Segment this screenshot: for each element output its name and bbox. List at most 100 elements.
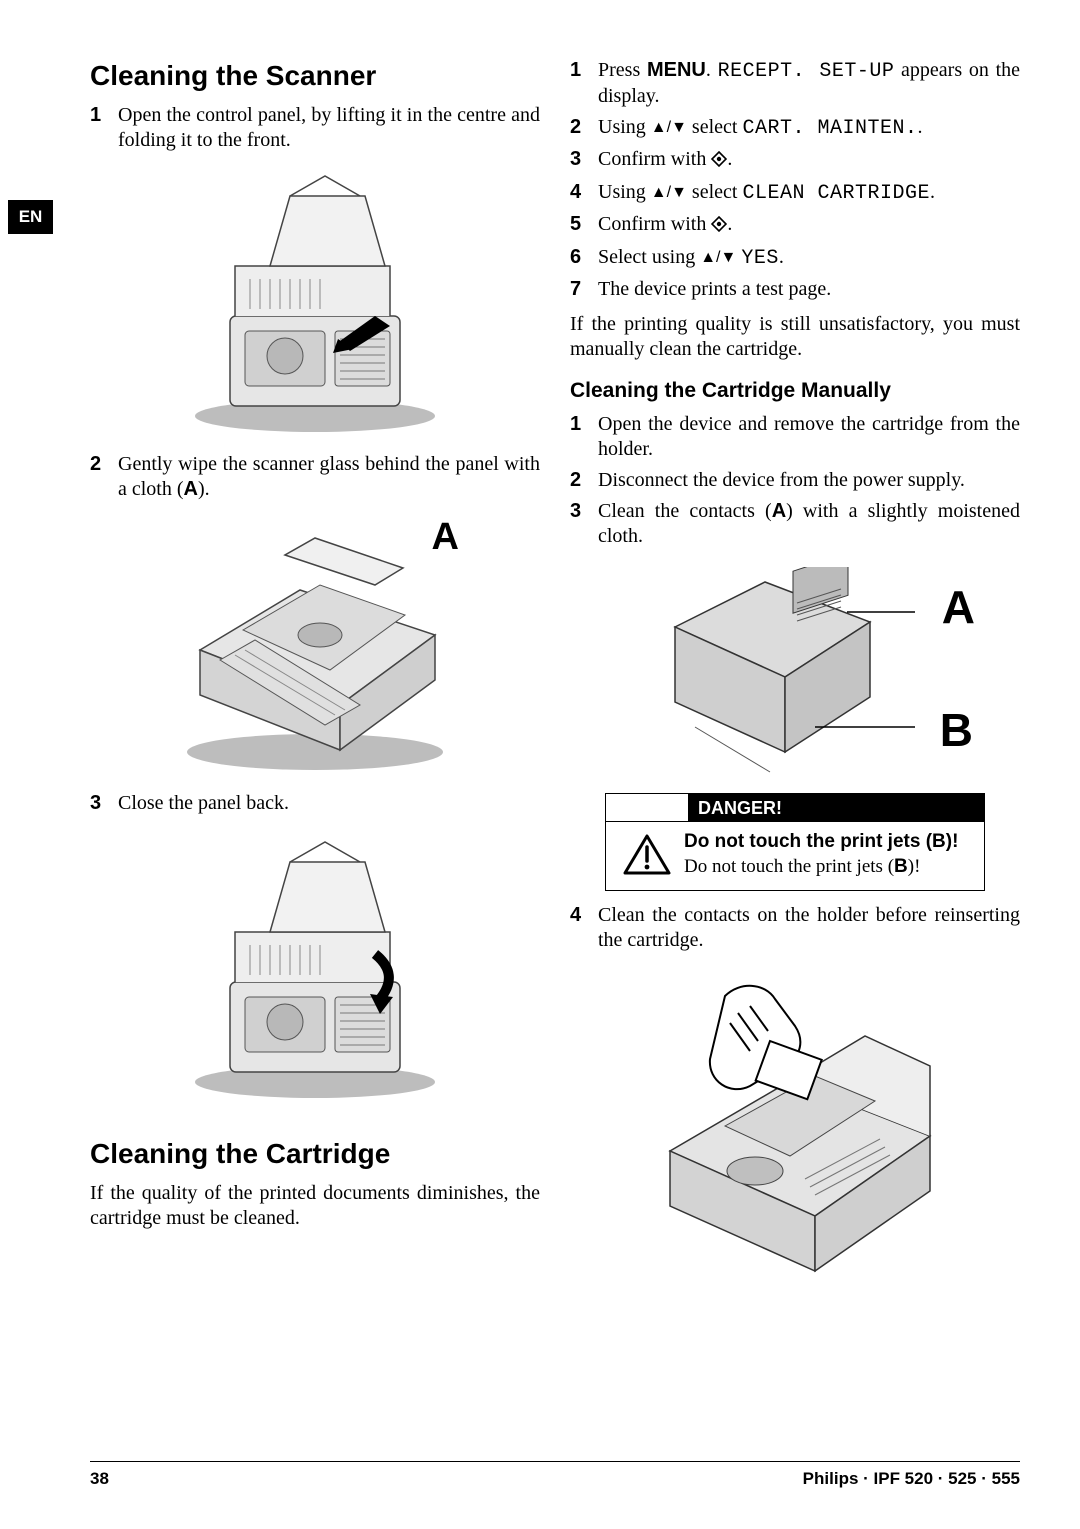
paragraph: If the printing quality is still unsatis… [570,312,1020,362]
figure-wipe-glass: A [90,520,540,775]
text-fragment: ). [198,478,210,500]
figure-reinsert [570,971,1020,1291]
text-fragment: Using [598,181,651,203]
lcd-text: CART. MAINTEN. [742,117,917,140]
button-label: MENU [647,59,706,81]
step-text: Select using ▲/▼ YES. [598,245,1020,271]
cartridge-icon [615,567,975,777]
danger-message: Do not touch the print jets (B)! Do not … [684,830,972,879]
step-number: 4 [570,903,588,953]
up-down-icon: ▲/▼ [651,185,687,201]
step-text: Using ▲/▼ select CART. MAINTEN.. [598,115,1020,141]
lcd-text: RECEPT. SET-UP [718,60,895,83]
figure-label-b: B [940,702,973,760]
figure-label-a: A [432,514,459,562]
step-number: 3 [570,147,588,174]
text-fragment: select [687,181,743,203]
list-item: 7 The device prints a test page. [570,277,1020,302]
step-number: 2 [570,115,588,141]
text-fragment: . [930,181,935,203]
step-number: 6 [570,245,588,271]
scanner-steps-2: 2 Gently wipe the scanner glass behind t… [90,452,540,508]
printer-reinsert-icon [630,971,960,1291]
up-down-icon: ▲/▼ [651,120,687,136]
start-icon [711,149,727,174]
warning-icon [622,833,672,877]
list-item: 4 Clean the contacts on the holder befor… [570,903,1020,953]
step-number: 1 [90,103,108,153]
step-text: Press MENU. RECEPT. SET-UP appears on th… [598,58,1020,109]
printer-wipe-icon [165,520,465,775]
list-item: 1 Press MENU. RECEPT. SET-UP appears on … [570,58,1020,109]
figure-cartridge-contacts: A B [570,567,1020,777]
manual-steps-4: 4 Clean the contacts on the holder befor… [570,903,1020,959]
up-down-icon: ▲/▼ [700,250,736,266]
text-fragment: Confirm with [598,148,711,170]
cartridge-menu-steps: 1 Press MENU. RECEPT. SET-UP appears on … [570,58,1020,308]
step-text: Disconnect the device from the power sup… [598,468,1020,493]
step-text: Clean the contacts (A) with a slightly m… [598,499,1020,549]
list-item: 3 Clean the contacts (A) with a slightly… [570,499,1020,549]
step-number: 2 [90,452,108,502]
heading-cleaning-scanner: Cleaning the Scanner [90,58,540,93]
text-fragment: Select using [598,246,700,268]
list-item: 6 Select using ▲/▼ YES. [570,245,1020,271]
step-text: Confirm with . [598,147,1020,174]
danger-title: Do not touch the print jets (B)! [684,830,972,855]
text-fragment: . [727,148,732,170]
printer-close-icon [175,834,455,1104]
list-item: 5 Confirm with . [570,212,1020,239]
step-number: 1 [570,412,588,462]
right-column: 1 Press MENU. RECEPT. SET-UP appears on … [570,58,1020,1438]
text-fragment: . [779,246,784,268]
step-text: Close the panel back. [118,791,540,816]
step-number: 2 [570,468,588,493]
list-item: 1 Open the device and remove the cartrid… [570,412,1020,462]
danger-callout: DANGER! Do not touch the print jets (B)!… [605,793,985,890]
step-number: 1 [570,58,588,109]
list-item: 3 Confirm with . [570,147,1020,174]
text-fragment: Using [598,116,651,138]
list-item: 4 Using ▲/▼ select CLEAN CARTRIDGE. [570,180,1020,206]
step-text: Clean the contacts on the holder before … [598,903,1020,953]
danger-label: DANGER! [688,794,984,822]
step-number: 4 [570,180,588,206]
list-item: 2 Disconnect the device from the power s… [570,468,1020,493]
text-fragment: . [727,213,732,235]
lcd-text: YES [741,247,779,270]
text-fragment: Clean the contacts ( [598,500,772,522]
step-number: 3 [90,791,108,816]
printer-open-icon [175,171,455,436]
step-text: Using ▲/▼ select CLEAN CARTRIDGE. [598,180,1020,206]
heading-manual-clean: Cleaning the Cartridge Manually [570,378,1020,404]
step-text: Open the control panel, by lifting it in… [118,103,540,153]
text-fragment: Gently wipe the scanner glass behind the… [118,453,540,500]
text-fragment: . [706,59,718,81]
page-number: 38 [90,1468,109,1489]
label-ref: B [894,856,908,877]
step-number: 3 [570,499,588,549]
figure-label-a: A [942,579,975,637]
page-footer: 38 Philips · IPF 520 · 525 · 555 [90,1461,1020,1489]
text-fragment: . [917,116,922,138]
scanner-steps: 1 Open the control panel, by lifting it … [90,103,540,159]
scanner-steps-3: 3 Close the panel back. [90,791,540,822]
text-fragment: Confirm with [598,213,711,235]
step-text: The device prints a test page. [598,277,1020,302]
manual-steps: 1 Open the device and remove the cartrid… [570,412,1020,555]
figure-open-panel [90,171,540,436]
text-fragment: Press [598,59,647,81]
list-item: 2 Gently wipe the scanner glass behind t… [90,452,540,502]
step-text: Confirm with . [598,212,1020,239]
start-icon [711,214,727,239]
page-content: Cleaning the Scanner 1 Open the control … [90,58,1020,1438]
danger-text: Do not touch the print jets (B)! [684,855,972,880]
step-text: Gently wipe the scanner glass behind the… [118,452,540,502]
list-item: 3 Close the panel back. [90,791,540,816]
step-text: Open the device and remove the cartridge… [598,412,1020,462]
text-fragment: Do not touch the print jets ( [684,856,894,877]
figure-close-panel [90,834,540,1104]
heading-cleaning-cartridge: Cleaning the Cartridge [90,1136,540,1171]
list-item: 2 Using ▲/▼ select CART. MAINTEN.. [570,115,1020,141]
label-ref: A [184,478,198,500]
